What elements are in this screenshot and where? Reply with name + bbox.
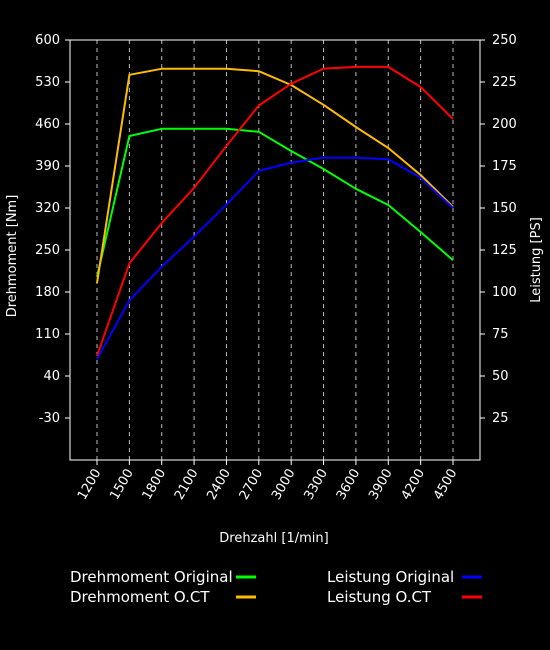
legend: Drehmoment Original Drehmoment O.CT Leistu… bbox=[70, 568, 482, 606]
x-tick-label: 1500 bbox=[107, 467, 137, 503]
left-tick-label: 600 bbox=[35, 33, 60, 48]
left-tick-label: 250 bbox=[35, 243, 60, 258]
x-tick-label: 2400 bbox=[204, 467, 234, 503]
x-axis-label: Drehzahl [1/min] bbox=[219, 531, 328, 546]
legend-label-leistung-original: Leistung Original bbox=[327, 568, 454, 586]
x-tick-label: 3600 bbox=[334, 467, 364, 503]
right-tick-label: 150 bbox=[492, 201, 517, 216]
right-tick-label: 200 bbox=[492, 117, 517, 132]
right-tick-label: 25 bbox=[492, 411, 509, 426]
right-tick-label: 250 bbox=[492, 33, 517, 48]
x-tick-label: 2100 bbox=[172, 467, 202, 503]
right-tick-label: 100 bbox=[492, 285, 517, 300]
right-tick-label: 75 bbox=[492, 327, 509, 342]
series-line-leistung-original bbox=[96, 156, 454, 360]
legend-label-drehmoment-o-ct: Drehmoment O.CT bbox=[70, 588, 210, 606]
left-axis-ticks: 600 530 460 390 320 250 180 110 40 -30 bbox=[35, 33, 70, 426]
right-tick-label: 225 bbox=[492, 75, 517, 90]
x-tick-label: 1200 bbox=[75, 467, 105, 503]
x-tick-label: 2700 bbox=[237, 467, 267, 503]
left-tick-label: 40 bbox=[43, 369, 60, 384]
x-tick-label: 3900 bbox=[366, 467, 396, 503]
right-axis-ticks: 250 225 200 175 150 125 100 75 50 25 bbox=[480, 33, 517, 426]
legend-label-drehmoment-original: Drehmoment Original bbox=[70, 568, 233, 586]
left-axis-label: Drehmoment [Nm] bbox=[5, 195, 20, 318]
x-tick-label: 3300 bbox=[301, 467, 331, 503]
x-axis-ticks: 1200 1500 1800 2100 2400 2700 3000 3300 3600 3900… bbox=[75, 460, 461, 503]
left-tick-label: 110 bbox=[35, 327, 60, 342]
legend-label-leistung-o-ct: Leistung O.CT bbox=[327, 588, 432, 606]
right-axis-label: Leistung [PS] bbox=[529, 217, 544, 303]
x-tick-label: 4200 bbox=[399, 467, 429, 503]
right-tick-label: 175 bbox=[492, 159, 517, 174]
series-line-leistung-o-ct bbox=[96, 65, 454, 357]
left-tick-label: -30 bbox=[39, 411, 60, 426]
plot-frame bbox=[69, 39, 481, 461]
left-tick-label: 460 bbox=[35, 117, 60, 132]
right-tick-label: 125 bbox=[492, 243, 517, 258]
x-tick-label: 1800 bbox=[140, 467, 170, 503]
right-tick-label: 50 bbox=[492, 369, 509, 384]
series-lines bbox=[96, 65, 454, 360]
x-tick-label: 3000 bbox=[269, 467, 299, 503]
left-tick-label: 320 bbox=[35, 201, 60, 216]
plot-border bbox=[69, 39, 481, 461]
x-tick-label: 4500 bbox=[431, 467, 461, 503]
series-line-drehmoment-original bbox=[96, 127, 454, 278]
left-tick-label: 180 bbox=[35, 285, 60, 300]
grid-lines bbox=[96, 40, 454, 460]
left-tick-label: 530 bbox=[35, 75, 60, 90]
series-line-drehmoment-o-ct bbox=[96, 67, 454, 284]
left-tick-label: 390 bbox=[35, 159, 60, 174]
